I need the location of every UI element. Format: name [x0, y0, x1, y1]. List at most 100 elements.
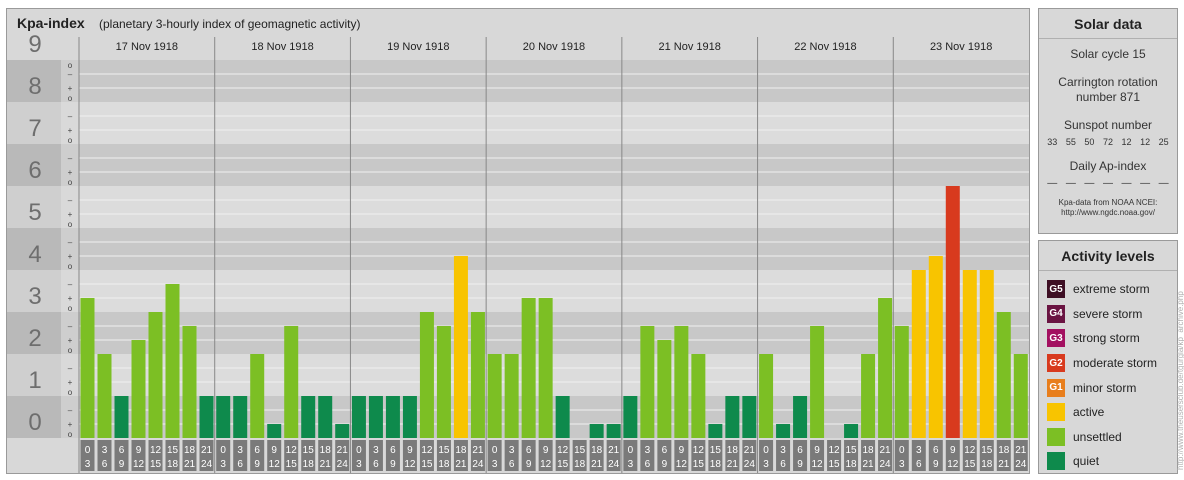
minor-tick-label: + [68, 210, 73, 219]
kpa-bar-chart: 0123456789o+–o+–o+–o+–o+–o+–o+–o+–o+–o17… [7, 31, 1029, 473]
day-header-strip [79, 37, 1029, 60]
minor-tick-label: – [68, 112, 73, 121]
hour-tick-start: 9 [407, 445, 413, 456]
minor-tick-label: – [68, 364, 73, 373]
minor-tick-column [61, 60, 79, 438]
minor-tick-label: + [68, 420, 73, 429]
activity-level-item: G4 severe storm [1039, 302, 1177, 327]
minor-tick-label: o [68, 346, 73, 355]
hour-tick-end: 18 [710, 459, 722, 470]
hour-tick-box [759, 440, 774, 471]
ap-value: — [1065, 178, 1076, 189]
activity-level-label: minor storm [1073, 380, 1137, 395]
kp-bar [844, 424, 859, 438]
hour-tick-box [453, 440, 468, 471]
hour-tick-box [267, 440, 282, 471]
sunspot-value: 12 [1140, 137, 1151, 147]
hour-tick-end: 3 [763, 459, 769, 470]
kp-bar [793, 396, 808, 438]
hour-tick-end: 6 [237, 459, 243, 470]
hour-tick-start: 21 [608, 445, 620, 456]
kp-bar [911, 270, 926, 438]
data-source-link[interactable]: http://www.ngdc.noaa.gov/ [1061, 208, 1155, 217]
chart-title-bar: Kpa-index (planetary 3-hourly index of g… [7, 9, 1029, 37]
hour-tick-box [606, 440, 621, 471]
hour-tick-box [487, 440, 502, 471]
hour-tick-box [521, 440, 536, 471]
kp-bar [182, 325, 197, 438]
hour-tick-box [80, 440, 95, 471]
hour-tick-end: 15 [421, 459, 433, 470]
minor-tick-label: + [68, 168, 73, 177]
hour-tick-start: 0 [85, 445, 91, 456]
hour-tick-end: 24 [337, 459, 349, 470]
y-tick-label: 6 [28, 157, 41, 184]
hour-tick-start: 3 [509, 445, 515, 456]
kp-bar [335, 424, 350, 438]
kp-bar [487, 354, 502, 438]
hour-tick-end: 9 [933, 459, 939, 470]
minor-tick-label: + [68, 126, 73, 135]
hour-tick-start: 15 [574, 445, 586, 456]
hour-tick-end: 24 [472, 459, 484, 470]
minor-tick-label: o [68, 430, 73, 439]
hour-tick-start: 18 [591, 445, 603, 456]
hour-tick-end: 3 [85, 459, 91, 470]
sunspot-values: 33 55 50 72 12 12 25 [1039, 137, 1177, 147]
hour-tick-start: 12 [693, 445, 705, 456]
hour-tick-start: 3 [102, 445, 108, 456]
hour-tick-start: 0 [220, 445, 226, 456]
sunspot-value: 33 [1047, 137, 1058, 147]
kp-bar [97, 354, 112, 438]
minor-tick-label: o [68, 94, 73, 103]
kp-bar [674, 325, 689, 438]
hour-tick-start: 12 [557, 445, 569, 456]
kp-bar [131, 340, 146, 438]
sunspot-value: 50 [1084, 137, 1095, 147]
minor-tick-label: o [68, 61, 73, 70]
hour-tick-start: 0 [356, 445, 362, 456]
kp-bar [623, 396, 638, 438]
y-tick-label: 7 [28, 115, 41, 142]
activity-level-item: G1 minor storm [1039, 375, 1177, 400]
hour-tick-end: 18 [167, 459, 179, 470]
hour-tick-start: 6 [526, 445, 532, 456]
sunspot-value: 12 [1121, 137, 1132, 147]
hour-tick-start: 15 [710, 445, 722, 456]
hour-tick-start: 15 [981, 445, 993, 456]
hour-tick-start: 3 [916, 445, 922, 456]
activity-level-label: quiet [1073, 454, 1100, 469]
hour-tick-start: 21 [1015, 445, 1027, 456]
kp-bar [267, 424, 282, 438]
y-tick-label: 9 [28, 31, 41, 58]
hour-tick-start: 12 [286, 445, 298, 456]
sunspot-value: 25 [1158, 137, 1169, 147]
hour-tick-end: 6 [916, 459, 922, 470]
hour-tick-end: 6 [102, 459, 108, 470]
kp-bar [962, 270, 977, 438]
y-tick-label: 3 [28, 283, 41, 310]
y-tick-label: 0 [28, 409, 41, 436]
y-tick-label: 1 [28, 367, 41, 394]
kp-bar [861, 354, 876, 438]
minor-tick-label: – [68, 406, 73, 415]
hour-tick-start: 12 [964, 445, 976, 456]
hour-tick-box [555, 440, 570, 471]
ap-value: — [1102, 178, 1113, 189]
hour-tick-end: 18 [303, 459, 315, 470]
kp-bar [776, 424, 791, 438]
hour-tick-end: 6 [645, 459, 651, 470]
minor-tick-label: o [68, 304, 73, 313]
hour-tick-box [284, 440, 299, 471]
activity-level-swatch: G2 [1047, 354, 1065, 373]
hour-tick-end: 15 [829, 459, 841, 470]
hour-tick-end: 21 [727, 459, 739, 470]
hour-tick-end: 3 [492, 459, 498, 470]
hour-tick-box [640, 440, 655, 471]
hour-tick-end: 9 [390, 459, 396, 470]
hour-tick-end: 21 [320, 459, 332, 470]
kp-bar [148, 312, 163, 438]
hour-tick-box [589, 440, 604, 471]
kp-bar [301, 396, 316, 438]
minor-tick-label: – [68, 70, 73, 79]
